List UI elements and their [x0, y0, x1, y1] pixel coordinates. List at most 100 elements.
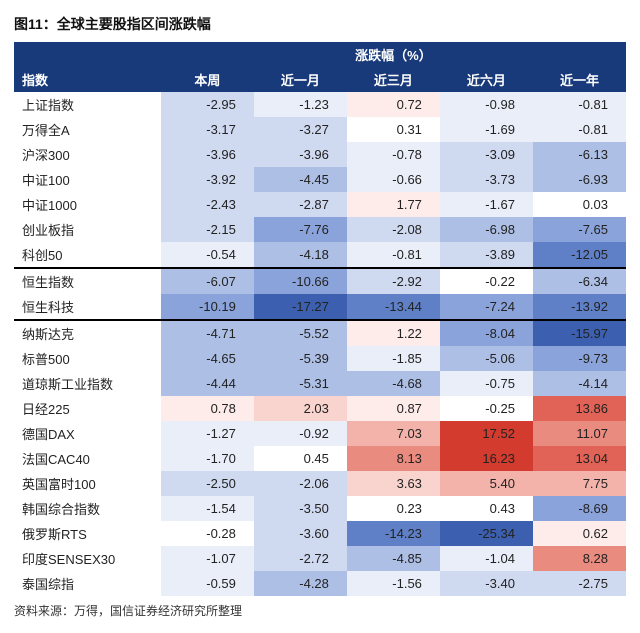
col-header: 近三月 [347, 67, 440, 92]
value-cell: -5.39 [254, 346, 347, 371]
figure-title: 图11：全球主要股指区间涨跌幅 [14, 14, 626, 34]
value-cell: -0.98 [440, 92, 533, 117]
value-cell: -2.08 [347, 217, 440, 242]
value-cell: -2.50 [161, 471, 254, 496]
index-name: 沪深300 [14, 142, 161, 167]
index-name: 英国富时100 [14, 471, 161, 496]
value-cell: -1.85 [347, 346, 440, 371]
table-row: 德国DAX-1.27-0.927.0317.5211.07 [14, 421, 626, 446]
value-cell: -3.50 [254, 496, 347, 521]
index-name: 科创50 [14, 242, 161, 268]
col-header: 近一年 [533, 67, 626, 92]
index-name: 恒生指数 [14, 268, 161, 294]
value-cell: -2.43 [161, 192, 254, 217]
value-cell: -1.70 [161, 446, 254, 471]
value-cell: -3.92 [161, 167, 254, 192]
table-row: 中证1000-2.43-2.871.77-1.670.03 [14, 192, 626, 217]
value-cell: -1.56 [347, 571, 440, 596]
value-cell: -1.04 [440, 546, 533, 571]
value-cell: -0.22 [440, 268, 533, 294]
value-cell: 13.86 [533, 396, 626, 421]
index-name: 法国CAC40 [14, 446, 161, 471]
value-cell: -4.65 [161, 346, 254, 371]
table-row: 英国富时100-2.50-2.063.635.407.75 [14, 471, 626, 496]
table-row: 创业板指-2.15-7.76-2.08-6.98-7.65 [14, 217, 626, 242]
value-cell: 0.45 [254, 446, 347, 471]
col-header: 近一月 [254, 67, 347, 92]
value-cell: -0.25 [440, 396, 533, 421]
table-row: 印度SENSEX30-1.07-2.72-4.85-1.048.28 [14, 546, 626, 571]
value-cell: -0.78 [347, 142, 440, 167]
value-cell: 7.03 [347, 421, 440, 446]
index-name: 泰国综指 [14, 571, 161, 596]
value-cell: -6.13 [533, 142, 626, 167]
value-cell: -2.87 [254, 192, 347, 217]
table-row: 韩国综合指数-1.54-3.500.230.43-8.69 [14, 496, 626, 521]
value-cell: -6.34 [533, 268, 626, 294]
index-name: 恒生科技 [14, 294, 161, 320]
value-cell: -3.96 [254, 142, 347, 167]
value-cell: -0.92 [254, 421, 347, 446]
table-row: 万得全A-3.17-3.270.31-1.69-0.81 [14, 117, 626, 142]
value-cell: 17.52 [440, 421, 533, 446]
value-cell: -8.04 [440, 320, 533, 346]
value-cell: -0.66 [347, 167, 440, 192]
value-cell: -4.45 [254, 167, 347, 192]
index-name: 俄罗斯RTS [14, 521, 161, 546]
table-row: 道琼斯工业指数-4.44-5.31-4.68-0.75-4.14 [14, 371, 626, 396]
value-cell: -3.09 [440, 142, 533, 167]
value-cell: -4.28 [254, 571, 347, 596]
value-cell: -2.06 [254, 471, 347, 496]
value-cell: 0.62 [533, 521, 626, 546]
value-cell: -7.76 [254, 217, 347, 242]
value-cell: 0.43 [440, 496, 533, 521]
value-cell: -3.17 [161, 117, 254, 142]
value-cell: -2.95 [161, 92, 254, 117]
value-cell: -3.89 [440, 242, 533, 268]
value-cell: 13.04 [533, 446, 626, 471]
value-cell: -17.27 [254, 294, 347, 320]
value-cell: -0.28 [161, 521, 254, 546]
value-cell: 8.13 [347, 446, 440, 471]
value-cell: -3.73 [440, 167, 533, 192]
value-cell: 0.23 [347, 496, 440, 521]
value-cell: -8.69 [533, 496, 626, 521]
table-row: 上证指数-2.95-1.230.72-0.98-0.81 [14, 92, 626, 117]
index-name: 万得全A [14, 117, 161, 142]
value-cell: 0.31 [347, 117, 440, 142]
table-row: 科创50-0.54-4.18-0.81-3.89-12.05 [14, 242, 626, 268]
value-cell: -5.31 [254, 371, 347, 396]
value-cell: -9.73 [533, 346, 626, 371]
source-note: 资料来源：万得，国信证券经济研究所整理 [14, 602, 626, 619]
value-cell: 0.03 [533, 192, 626, 217]
table-row: 恒生指数-6.07-10.66-2.92-0.22-6.34 [14, 268, 626, 294]
value-cell: 3.63 [347, 471, 440, 496]
value-cell: -7.65 [533, 217, 626, 242]
value-cell: 11.07 [533, 421, 626, 446]
index-name: 日经225 [14, 396, 161, 421]
value-cell: 5.40 [440, 471, 533, 496]
value-cell: -15.97 [533, 320, 626, 346]
value-cell: -4.68 [347, 371, 440, 396]
value-cell: -4.44 [161, 371, 254, 396]
value-cell: -2.92 [347, 268, 440, 294]
index-name: 中证1000 [14, 192, 161, 217]
value-cell: -4.85 [347, 546, 440, 571]
table-row: 法国CAC40-1.700.458.1316.2313.04 [14, 446, 626, 471]
value-cell: -6.98 [440, 217, 533, 242]
value-cell: -0.75 [440, 371, 533, 396]
table-row: 俄罗斯RTS-0.28-3.60-14.23-25.340.62 [14, 521, 626, 546]
col-header-index: 指数 [14, 42, 161, 92]
value-cell: -1.67 [440, 192, 533, 217]
index-name: 道琼斯工业指数 [14, 371, 161, 396]
value-cell: -1.69 [440, 117, 533, 142]
value-cell: -2.72 [254, 546, 347, 571]
value-cell: -12.05 [533, 242, 626, 268]
table-row: 中证100-3.92-4.45-0.66-3.73-6.93 [14, 167, 626, 192]
table-row: 日经2250.782.030.87-0.2513.86 [14, 396, 626, 421]
table-row: 泰国综指-0.59-4.28-1.56-3.40-2.75 [14, 571, 626, 596]
value-cell: -3.40 [440, 571, 533, 596]
value-cell: -13.44 [347, 294, 440, 320]
value-cell: 0.78 [161, 396, 254, 421]
table-row: 标普500-4.65-5.39-1.85-5.06-9.73 [14, 346, 626, 371]
